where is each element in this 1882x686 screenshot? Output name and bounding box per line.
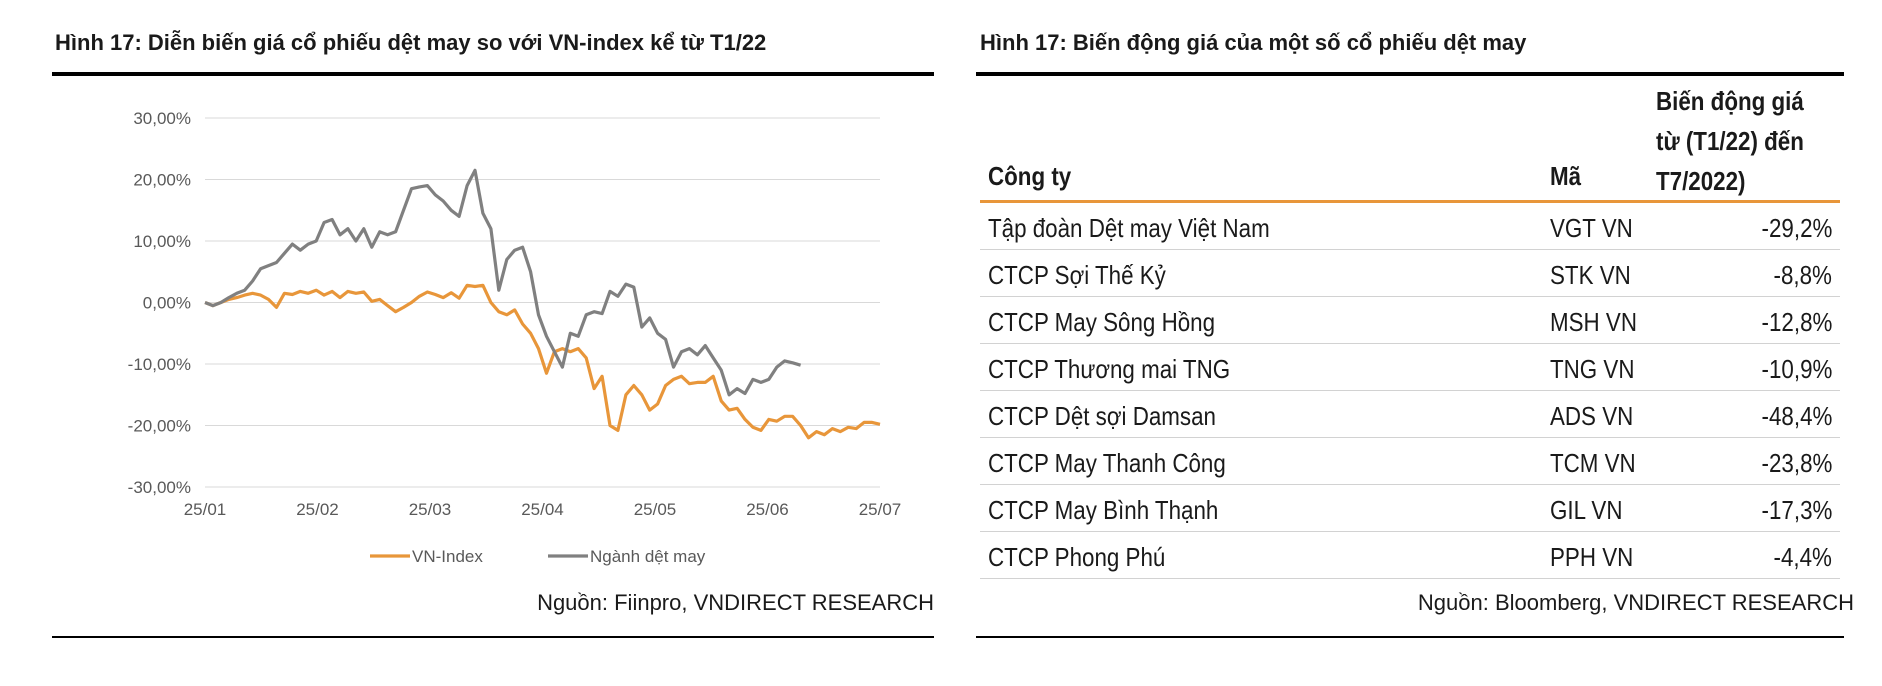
- table-row: CTCP Sợi Thế Kỷ STK VN -8,8%: [980, 250, 1840, 297]
- table-row: CTCP May Thanh Công TCM VN -23,8%: [980, 438, 1840, 485]
- price-change-table: Công ty Mã Biến động giá từ (T1/22) đến …: [980, 80, 1840, 579]
- x-tick-label: 25/02: [296, 500, 339, 519]
- y-tick-label: 10,00%: [133, 232, 191, 251]
- company-cell: CTCP May Bình Thạnh: [988, 495, 1219, 525]
- company-cell: Tập đoàn Dệt may Việt Nam: [988, 213, 1270, 243]
- header-company: Công ty: [988, 161, 1072, 191]
- ticker-cell: TCM VN: [1550, 448, 1636, 478]
- table-header: Công ty Mã Biến động giá từ (T1/22) đến …: [980, 80, 1840, 203]
- company-cell: CTCP Thương mai TNG: [988, 354, 1231, 384]
- table-row: CTCP May Sông Hồng MSH VN -12,8%: [980, 297, 1840, 344]
- y-tick-label: -30,00%: [128, 478, 191, 497]
- x-tick-label: 25/03: [409, 500, 452, 519]
- x-tick-label: 25/06: [746, 500, 789, 519]
- ticker-cell: STK VN: [1550, 260, 1631, 290]
- x-tick-label: 25/05: [634, 500, 677, 519]
- header-ticker: Mã: [1550, 161, 1582, 191]
- legend-label: Ngành dệt may: [590, 547, 706, 566]
- ticker-cell: ADS VN: [1550, 401, 1634, 431]
- ticker-cell: MSH VN: [1550, 307, 1637, 337]
- y-tick-label: -20,00%: [128, 417, 191, 436]
- company-cell: CTCP Sợi Thế Kỷ: [988, 260, 1166, 290]
- left-source-note: Nguồn: Fiinpro, VNDIRECT RESEARCH: [537, 590, 934, 615]
- legend-label: VN-Index: [412, 547, 483, 566]
- table-row: CTCP Thương mai TNG TNG VN -10,9%: [980, 344, 1840, 391]
- right-title-rule: [976, 72, 1844, 76]
- table-row: CTCP Phong Phú PPH VN -4,4%: [980, 532, 1840, 579]
- change-cell: -8,8%: [1773, 260, 1832, 290]
- series-line-vn-index: [204, 283, 881, 440]
- left-figure-title: Hình 17: Diễn biến giá cổ phiếu dệt may …: [55, 30, 767, 55]
- series-line-textile: [204, 168, 802, 397]
- line-chart: 30,00% 20,00% 10,00% 0,00% -10,00% -20,00% -30…: [128, 109, 902, 566]
- y-tick-label: -10,00%: [128, 355, 191, 374]
- x-tick-label: 25/07: [859, 500, 902, 519]
- x-tick-label: 25/01: [184, 500, 227, 519]
- right-figure-title: Hình 17: Biến động giá của một số cổ phi…: [980, 30, 1527, 55]
- ticker-cell: TNG VN: [1550, 354, 1635, 384]
- company-cell: CTCP May Sông Hồng: [988, 307, 1216, 337]
- table-row: CTCP May Bình Thạnh GIL VN -17,3%: [980, 485, 1840, 532]
- change-cell: -23,8%: [1761, 448, 1832, 478]
- table-body: Tập đoàn Dệt may Việt Nam VGT VN -29,2% CTC…: [980, 203, 1840, 579]
- y-tick-label: 30,00%: [133, 109, 191, 128]
- y-tick-label: 20,00%: [133, 171, 191, 190]
- change-cell: -10,9%: [1761, 354, 1832, 384]
- y-tick-label: 0,00%: [143, 294, 191, 313]
- table-row: Tập đoàn Dệt may Việt Nam VGT VN -29,2%: [980, 203, 1840, 250]
- header-change-line-3: T7/2022): [1656, 166, 1746, 196]
- change-cell: -29,2%: [1761, 213, 1832, 243]
- ticker-cell: VGT VN: [1550, 213, 1633, 243]
- right-source-note: Nguồn: Bloomberg, VNDIRECT RESEARCH: [1417, 590, 1854, 615]
- change-cell: -17,3%: [1761, 495, 1832, 525]
- header-change-line-2: từ (T1/22) đến: [1656, 126, 1804, 156]
- left-title-rule: [52, 72, 934, 76]
- table-row: CTCP Dệt sợi Damsan ADS VN -48,4%: [980, 391, 1840, 438]
- left-bottom-rule: [52, 636, 934, 638]
- ticker-cell: GIL VN: [1550, 495, 1623, 525]
- company-cell: CTCP Phong Phú: [988, 542, 1166, 572]
- company-cell: CTCP Dệt sợi Damsan: [988, 401, 1216, 431]
- change-cell: -48,4%: [1761, 401, 1832, 431]
- header-change-line-1: Biến động giá: [1656, 86, 1804, 116]
- company-cell: CTCP May Thanh Công: [988, 448, 1226, 478]
- change-cell: -12,8%: [1761, 307, 1832, 337]
- x-tick-label: 25/04: [521, 500, 564, 519]
- change-cell: -4,4%: [1773, 542, 1832, 572]
- ticker-cell: PPH VN: [1550, 542, 1634, 572]
- right-bottom-rule: [976, 636, 1844, 638]
